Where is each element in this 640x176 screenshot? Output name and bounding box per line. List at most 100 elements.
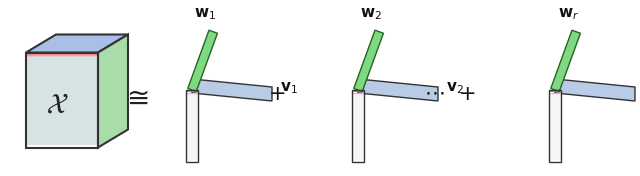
Polygon shape xyxy=(26,56,98,105)
Text: $\mathbf{u}_2$: $\mathbf{u}_2$ xyxy=(349,174,367,176)
Polygon shape xyxy=(549,93,561,95)
Polygon shape xyxy=(352,93,364,97)
Polygon shape xyxy=(352,93,364,116)
Text: $\mathbf{v}_2$: $\mathbf{v}_2$ xyxy=(446,80,464,96)
Polygon shape xyxy=(186,93,198,100)
Polygon shape xyxy=(186,95,198,160)
Polygon shape xyxy=(549,94,561,126)
Polygon shape xyxy=(352,94,364,150)
Polygon shape xyxy=(186,93,198,121)
Polygon shape xyxy=(352,94,364,145)
Polygon shape xyxy=(549,95,561,152)
Polygon shape xyxy=(26,57,98,121)
Polygon shape xyxy=(186,94,198,133)
Polygon shape xyxy=(186,94,198,145)
Polygon shape xyxy=(188,30,218,92)
Polygon shape xyxy=(352,93,364,112)
Polygon shape xyxy=(549,93,561,104)
Polygon shape xyxy=(186,94,198,148)
Polygon shape xyxy=(26,56,98,83)
Polygon shape xyxy=(186,94,198,150)
Polygon shape xyxy=(186,94,198,128)
Polygon shape xyxy=(352,93,364,95)
Polygon shape xyxy=(549,90,561,92)
Polygon shape xyxy=(186,94,198,138)
Text: $\mathbf{u}_r$: $\mathbf{u}_r$ xyxy=(546,174,564,176)
Polygon shape xyxy=(26,56,98,86)
Polygon shape xyxy=(26,56,98,119)
Text: $\cong$: $\cong$ xyxy=(121,84,149,112)
Polygon shape xyxy=(549,93,561,100)
Polygon shape xyxy=(549,95,561,157)
Polygon shape xyxy=(352,94,364,133)
Polygon shape xyxy=(352,93,364,121)
Polygon shape xyxy=(352,93,364,107)
Polygon shape xyxy=(549,93,561,97)
Polygon shape xyxy=(26,56,98,109)
Polygon shape xyxy=(352,94,364,131)
Polygon shape xyxy=(352,95,364,157)
Polygon shape xyxy=(26,56,98,114)
Polygon shape xyxy=(26,57,98,140)
Polygon shape xyxy=(26,55,98,74)
Polygon shape xyxy=(352,93,364,102)
Text: $\mathbf{v}_1$: $\mathbf{v}_1$ xyxy=(280,80,298,96)
Text: $\mathcal{X}$: $\mathcal{X}$ xyxy=(45,92,68,118)
Polygon shape xyxy=(26,55,98,71)
Polygon shape xyxy=(549,95,561,155)
Polygon shape xyxy=(26,57,98,128)
Polygon shape xyxy=(352,94,364,148)
Polygon shape xyxy=(186,93,198,114)
Polygon shape xyxy=(352,94,364,126)
Polygon shape xyxy=(549,93,561,124)
Polygon shape xyxy=(26,57,98,138)
Polygon shape xyxy=(26,56,98,95)
Text: $\mathbf{w}_2$: $\mathbf{w}_2$ xyxy=(360,7,382,22)
Polygon shape xyxy=(549,93,561,112)
Polygon shape xyxy=(26,56,98,107)
Polygon shape xyxy=(186,94,198,131)
Polygon shape xyxy=(26,57,98,136)
Polygon shape xyxy=(352,95,364,152)
Polygon shape xyxy=(26,57,98,133)
Polygon shape xyxy=(26,56,98,117)
Polygon shape xyxy=(26,56,98,100)
Polygon shape xyxy=(26,34,128,52)
Polygon shape xyxy=(549,95,561,160)
Polygon shape xyxy=(352,93,364,104)
Polygon shape xyxy=(186,95,198,152)
Polygon shape xyxy=(26,56,98,81)
Polygon shape xyxy=(186,93,198,112)
Polygon shape xyxy=(186,93,198,107)
Text: $\mathbf{u}_1$: $\mathbf{u}_1$ xyxy=(182,174,202,176)
Polygon shape xyxy=(186,94,198,136)
Polygon shape xyxy=(26,55,98,67)
Polygon shape xyxy=(352,94,364,140)
Polygon shape xyxy=(555,79,635,101)
Polygon shape xyxy=(26,57,98,131)
Polygon shape xyxy=(352,95,364,160)
Polygon shape xyxy=(26,55,98,76)
Polygon shape xyxy=(352,93,364,109)
Polygon shape xyxy=(26,56,98,93)
Polygon shape xyxy=(549,94,561,131)
Polygon shape xyxy=(186,94,198,126)
Polygon shape xyxy=(26,57,98,145)
Polygon shape xyxy=(549,94,561,145)
Polygon shape xyxy=(192,79,272,101)
Polygon shape xyxy=(186,93,198,97)
Polygon shape xyxy=(26,56,98,90)
Polygon shape xyxy=(186,93,198,124)
Polygon shape xyxy=(186,90,198,92)
Polygon shape xyxy=(26,55,98,62)
Polygon shape xyxy=(26,55,98,60)
Polygon shape xyxy=(186,93,198,102)
Polygon shape xyxy=(186,93,198,119)
Polygon shape xyxy=(352,94,364,143)
Polygon shape xyxy=(352,93,364,124)
Polygon shape xyxy=(352,93,364,119)
Polygon shape xyxy=(549,93,561,121)
Polygon shape xyxy=(26,56,98,98)
Polygon shape xyxy=(549,93,561,116)
Polygon shape xyxy=(549,94,561,143)
